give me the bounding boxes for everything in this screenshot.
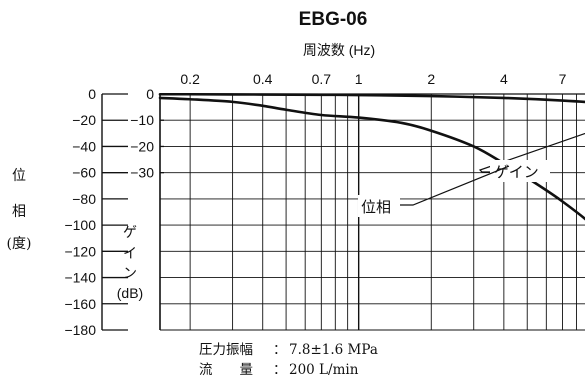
gain-tick-label: −10 [130,112,154,128]
phase-tick-label: −180 [64,322,96,338]
note-flow-value: 200 L/min [289,362,359,378]
phase-curve [158,96,585,221]
x-tick-label: 4 [500,71,508,87]
gain-axis-label-3: ン [123,266,137,282]
phase-tick-label: −120 [64,243,96,259]
x-tick-labels: 0.20.40.71247102040 [180,71,567,87]
x-axis-label: 周波数 (Hz) [303,42,375,58]
gain-curve-label: ゲイン [494,163,539,181]
gain-axis-label-2: イ [123,246,137,262]
note-pressure-label: 圧力振幅 [199,342,253,358]
phase-tick-label: 0 [88,86,96,102]
gain-tick-label: 0 [146,86,154,102]
phase-curve-label: 位相 [361,198,391,216]
gain-leader-line [478,132,585,173]
note-flow-colon: ： [273,362,287,378]
phase-label-background [358,195,400,217]
phase-tick-label: −160 [64,296,96,312]
note-flow-label: 流 量 [199,362,253,378]
x-tick-label: 1 [355,71,363,87]
note-pressure-value: 7.8±1.6 MPa [289,342,378,358]
chart-title: EBG-06 [299,9,368,30]
gain-tick-label: −20 [130,138,154,154]
phase-tick-label: −100 [64,217,96,233]
x-tick-label: 2 [427,71,435,87]
phase-tick-label: −40 [72,138,96,154]
phase-tick-labels: 0 −20 −40 −60 −80 −100 −120 −140 −160 −180 [64,86,96,338]
phase-tick-label: −60 [72,165,96,181]
phase-tick-label: −80 [72,191,96,207]
x-tick-label: 0.4 [253,71,273,87]
phase-tick-label: −140 [64,270,96,286]
x-tick-label: 0.2 [180,71,200,87]
phase-axis-label-2: 相 [12,204,26,220]
note-pressure-colon: ： [273,342,287,358]
x-tick-label: 7 [559,71,567,87]
gain-tick-label: −30 [130,165,154,181]
phase-axis-label-1: 位 [12,168,26,184]
x-tick-label: 0.7 [312,71,332,87]
gain-label-background [490,160,550,182]
series-lines [158,92,585,221]
phase-axis-label-3: (度) [7,236,32,252]
gain-tick-labels: 0 −10 −20 −30 [130,86,154,181]
gain-axis-label-1: ゲ [123,225,137,241]
phase-tick-label: −20 [72,112,96,128]
gain-curve [158,92,585,104]
gain-axis-label-4: (dB) [117,285,143,301]
phase-leader-line [400,165,510,206]
axes [101,93,585,331]
